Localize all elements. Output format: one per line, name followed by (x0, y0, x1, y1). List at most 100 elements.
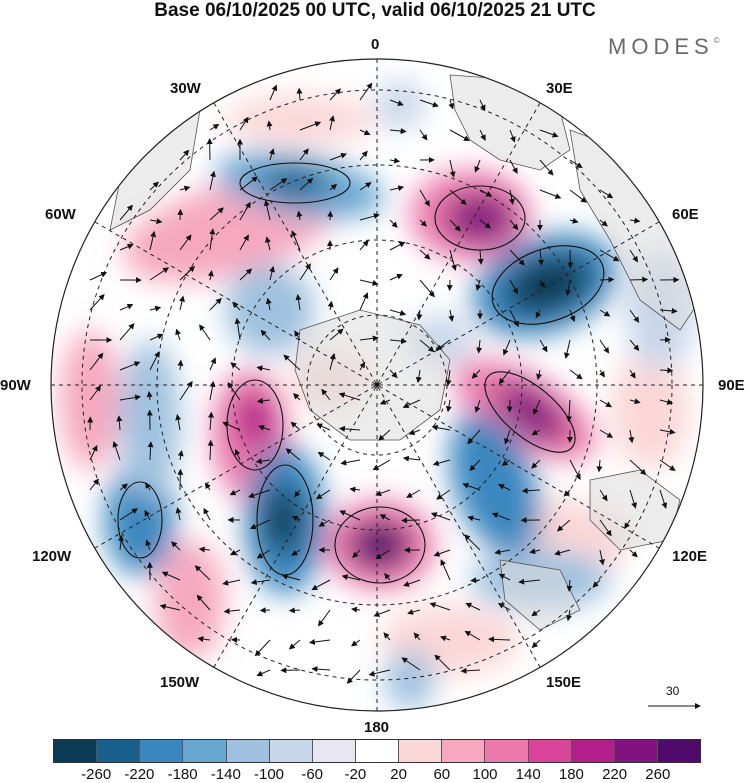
wind-vector (464, 630, 481, 641)
wind-vector (315, 489, 331, 500)
wind-vector (179, 380, 193, 401)
wind-vector (89, 352, 104, 371)
wind-vector (359, 213, 380, 221)
wind-vector (295, 294, 302, 311)
wind-vector (149, 305, 162, 312)
wind-vector (488, 636, 511, 643)
wind-vector (149, 218, 163, 225)
wind-vector (596, 459, 603, 473)
wind-vector (296, 87, 303, 101)
wind-vector (467, 429, 481, 445)
colorbar-segment (183, 740, 227, 762)
wind-vector (629, 398, 641, 405)
wind-vector (256, 549, 271, 559)
wind-vector (402, 399, 421, 409)
wind-vector (629, 459, 647, 476)
wind-vector (566, 579, 573, 592)
wind-vector (359, 292, 369, 311)
wind-vector (203, 507, 211, 521)
wind-vector (497, 602, 511, 611)
wind-vector (407, 609, 421, 615)
wind-vector (375, 489, 391, 497)
wind-vector (194, 565, 211, 581)
wind-vector (629, 309, 640, 323)
wind-vector (299, 148, 309, 161)
wind-vector (294, 330, 301, 341)
wind-vector (145, 539, 152, 551)
wind-vector (509, 159, 518, 174)
colorbar-segment (442, 740, 486, 762)
colorbar-segment (97, 740, 141, 762)
wind-vector (531, 639, 541, 649)
wind-vector (288, 607, 301, 614)
lon-label-120w: 120W (32, 548, 72, 565)
colorbar-tick-label: 20 (390, 766, 407, 783)
wind-vector (239, 268, 253, 281)
wind-vector (470, 577, 481, 584)
colorbar-segment (614, 740, 658, 762)
wind-vector (89, 293, 105, 311)
wind-vector (294, 489, 301, 498)
wind-vector (659, 428, 676, 435)
lon-label-150w: 150W (160, 674, 200, 691)
wind-vector (368, 669, 391, 677)
wind-vector (628, 429, 635, 444)
wind-vector (539, 159, 554, 176)
wind-vector (119, 361, 141, 371)
wind-vector (531, 429, 541, 436)
wind-vector (329, 115, 335, 131)
wind-vector (119, 303, 134, 311)
wind-vector (291, 549, 301, 556)
wind-vector (629, 489, 637, 509)
wind-vector (250, 579, 271, 586)
wind-vector (288, 639, 301, 650)
wind-vector (474, 399, 481, 413)
wind-vector (569, 309, 576, 323)
wind-vector (266, 120, 273, 131)
wind-vector (467, 515, 481, 522)
wind-vector (504, 429, 511, 445)
wind-vector (299, 121, 322, 131)
wind-vector (119, 508, 139, 521)
wind-vector (149, 333, 164, 341)
wind-vector (599, 189, 614, 199)
wind-vector (462, 482, 481, 491)
wind-vector (359, 82, 373, 101)
wind-vector (535, 309, 542, 319)
wind-vector (509, 129, 516, 143)
wind-vector (389, 273, 403, 281)
wind-vector (518, 578, 541, 585)
wind-vector (308, 638, 331, 645)
wind-vector (471, 369, 481, 379)
wind-vector (508, 189, 515, 205)
wind-vector (494, 548, 511, 555)
wind-vector (149, 181, 159, 191)
wind-vector (149, 230, 156, 251)
wind-vector (509, 249, 525, 266)
wind-vector (119, 483, 128, 491)
wind-vector (501, 459, 511, 466)
colorbar (53, 739, 701, 763)
wind-vector (351, 606, 361, 613)
colorbar-segment (399, 740, 443, 762)
lon-label-180: 180 (364, 719, 390, 736)
wind-vector (329, 328, 344, 341)
south-pole-marker (375, 383, 379, 387)
wind-vector (569, 159, 583, 169)
colorbar-tick-label: -60 (301, 766, 324, 783)
wind-vector (349, 486, 361, 493)
wind-vector (311, 579, 331, 591)
wind-vector (229, 549, 241, 556)
wind-vector (197, 636, 211, 643)
wind-vector (445, 399, 452, 413)
wind-vector (329, 267, 339, 281)
wind-vector (359, 240, 369, 251)
wind-vector (259, 607, 271, 614)
wind-vector (299, 177, 314, 191)
wind-vector (659, 489, 668, 509)
wind-vector (209, 228, 216, 251)
wind-vector (531, 459, 541, 469)
wind-vector (268, 148, 275, 161)
wind-vector (379, 399, 391, 405)
wind-vector (209, 207, 224, 221)
